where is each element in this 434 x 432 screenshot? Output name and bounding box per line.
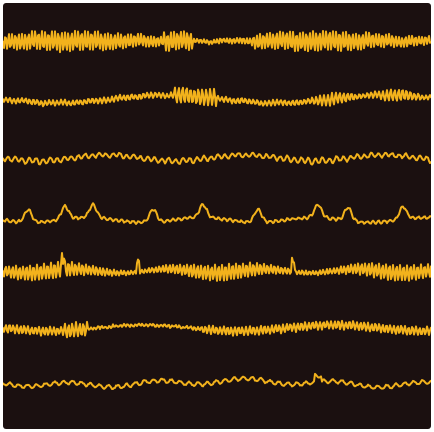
waveform-trace-5: [3, 252, 431, 282]
waveform-traces: [3, 29, 431, 391]
waveform-trace-1: [3, 29, 431, 54]
waveform-trace-3: [3, 151, 431, 166]
waveform-trace-7: [3, 372, 431, 391]
waveform-trace-2: [3, 86, 431, 108]
waveform-trace-6: [3, 319, 431, 339]
oscilloscope-screen: [3, 3, 431, 429]
waveform-trace-4: [3, 202, 431, 225]
